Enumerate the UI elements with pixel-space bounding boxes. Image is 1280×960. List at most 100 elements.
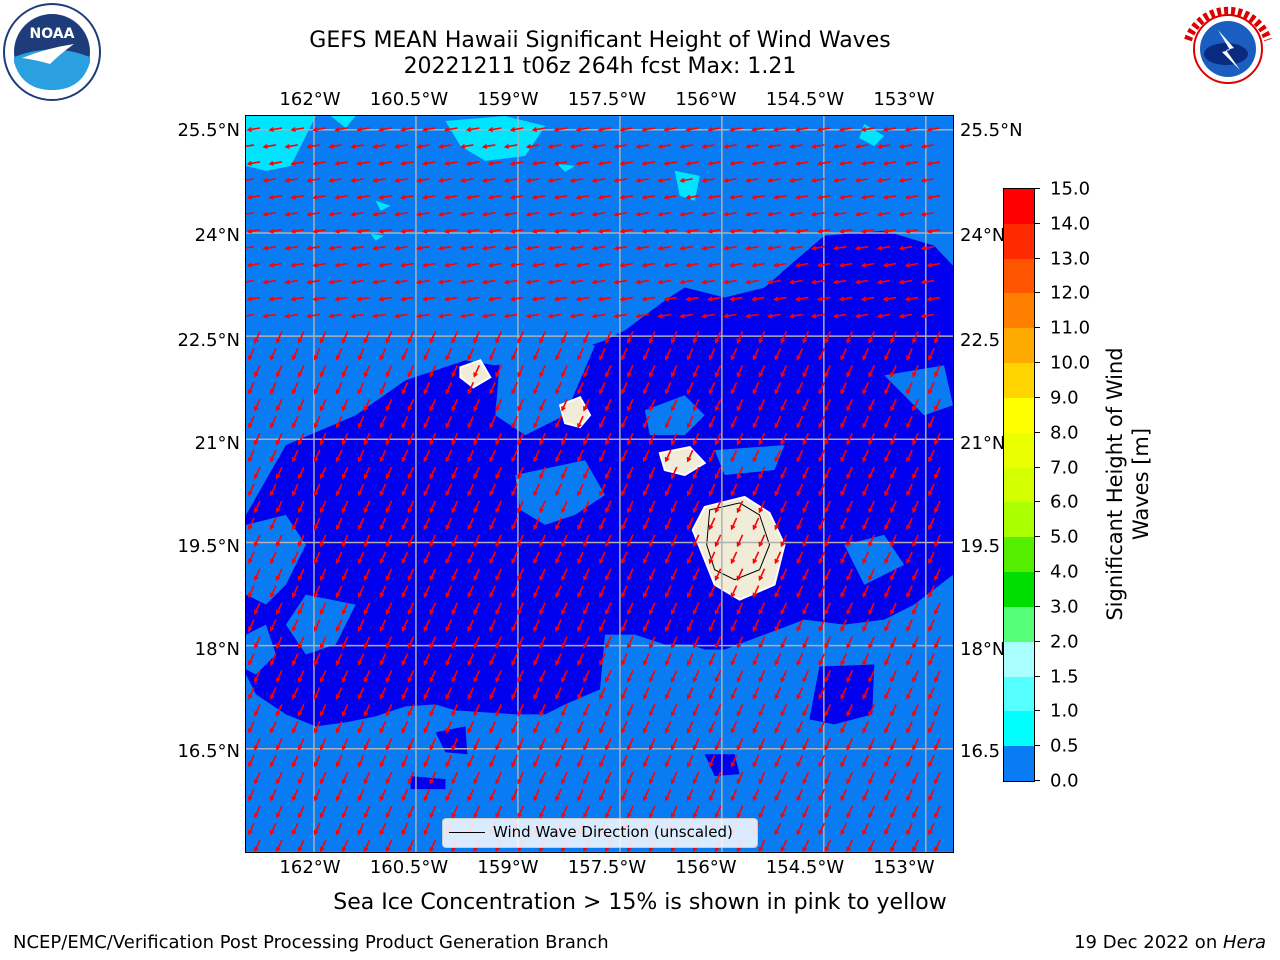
colorbar-tickmark (1034, 362, 1040, 364)
wave-direction-arrowhead (796, 423, 802, 429)
wave-direction-arrow (423, 161, 436, 165)
wave-direction-arrowhead (751, 228, 757, 234)
wave-direction-arrow (884, 517, 891, 530)
wave-direction-arrow (934, 602, 941, 614)
wave-direction-arrow (246, 144, 255, 148)
wave-direction-arrowhead (928, 355, 933, 361)
wave-direction-arrow (517, 805, 524, 818)
wave-direction-arrow (693, 636, 700, 648)
wave-direction-arrowhead (517, 406, 522, 412)
wave-direction-arrow (254, 568, 261, 581)
wave-direction-arrow (583, 500, 590, 513)
wave-direction-arrow (291, 296, 304, 301)
wave-direction-arrow (379, 653, 387, 665)
wave-direction-arrowhead (401, 660, 407, 666)
wave-direction-arrow (884, 449, 891, 462)
wave-direction-arrowhead (511, 389, 516, 395)
wave-direction-arrow (730, 415, 738, 428)
wave-direction-arrow (824, 636, 832, 648)
wave-direction-arrowhead (385, 745, 391, 751)
wave-direction-arrow (818, 517, 826, 530)
wave-direction-arrowhead (246, 262, 252, 268)
wave-direction-arrowhead (525, 143, 532, 149)
wave-direction-arrow (577, 788, 584, 801)
wave-direction-arrowhead (334, 126, 340, 132)
wave-direction-arrow (445, 195, 458, 199)
wave-direction-arrowhead (802, 575, 808, 582)
wave-direction-arrowhead (840, 829, 845, 836)
wave-direction-arrow (549, 313, 562, 318)
wave-direction-arrow (511, 195, 524, 199)
wave-direction-arrowhead (378, 126, 384, 132)
wave-direction-arrowhead (818, 355, 823, 361)
wave-direction-arrowhead (291, 762, 297, 768)
wave-direction-arrowhead (459, 245, 466, 251)
wave-direction-arrowhead (736, 372, 742, 378)
wave-direction-arrow (664, 127, 677, 131)
wave-direction-arrow (802, 737, 810, 750)
wave-direction-arrowhead (379, 626, 385, 632)
wave-direction-arrow (627, 805, 634, 818)
colorbar-tickmark (1034, 780, 1040, 781)
wave-direction-arrow (533, 381, 540, 394)
wave-direction-arrow (774, 296, 787, 301)
wave-direction-arrowhead (846, 846, 851, 852)
wave-direction-arrow (570, 144, 584, 148)
wave-direction-arrowhead (269, 355, 275, 361)
wave-direction-arrow (527, 211, 540, 216)
wave-direction-arrow (934, 636, 941, 648)
wave-direction-arrowhead (509, 228, 516, 234)
wave-direction-arrow (292, 788, 299, 801)
wave-direction-arrow (533, 262, 546, 267)
wave-direction-arrow (592, 211, 606, 216)
higher-wave-patch (495, 340, 596, 436)
svg-text:NOAA: NOAA (30, 26, 75, 42)
wave-direction-arrowhead (385, 338, 391, 344)
wave-direction-arrow (758, 500, 766, 513)
wave-direction-arrow (900, 279, 913, 284)
wave-direction-arrowhead (577, 558, 582, 565)
wave-direction-arrowhead (297, 575, 303, 582)
wave-direction-arrow (363, 568, 371, 581)
wave-direction-arrow (736, 771, 744, 784)
wave-direction-arrow (555, 415, 562, 428)
wave-direction-arrow (671, 636, 678, 648)
wave-direction-arrow (724, 245, 737, 250)
wave-direction-arrow (605, 737, 612, 750)
wave-direction-arrowhead (268, 296, 274, 302)
wave-direction-arrow (583, 602, 590, 614)
wave-direction-arrowhead (642, 694, 648, 700)
wave-direction-arrow (708, 127, 721, 131)
wave-direction-arrow (445, 653, 453, 665)
wave-direction-arrow (730, 348, 738, 360)
wave-direction-arrowhead (884, 762, 889, 768)
wave-direction-arrow (407, 805, 415, 818)
wave-direction-arrow (834, 245, 847, 250)
wave-direction-arrowhead (890, 609, 895, 615)
wave-direction-arrowhead (429, 440, 435, 446)
wave-direction-arrowhead (692, 372, 698, 378)
wave-direction-arrow (270, 415, 277, 428)
wave-direction-arrowhead (533, 728, 538, 734)
wave-direction-arrow (846, 500, 854, 513)
wave-direction-arrowhead (248, 660, 253, 666)
wave-direction-arrowhead (670, 338, 676, 344)
wave-direction-arrow (351, 144, 364, 148)
wave-direction-arrow (401, 517, 409, 530)
wave-direction-arrowhead (926, 262, 933, 268)
wave-direction-arrow (687, 348, 694, 360)
wave-direction-arrowhead (394, 313, 400, 319)
wave-direction-arrowhead (736, 813, 742, 819)
wave-direction-arrowhead (451, 813, 457, 819)
wave-direction-arrowhead (319, 711, 325, 717)
wave-direction-arrow (840, 381, 848, 394)
wave-direction-arrowhead (868, 575, 873, 582)
wave-direction-arrow (342, 839, 349, 852)
wave-direction-arrowhead (297, 779, 303, 785)
wave-direction-arrow (248, 483, 255, 496)
wave-direction-arrow (314, 415, 321, 428)
wave-direction-arrowhead (824, 507, 829, 514)
wave-direction-arrowhead (438, 211, 444, 217)
wave-direction-arrow (467, 262, 480, 267)
wave-direction-arrowhead (860, 228, 867, 234)
